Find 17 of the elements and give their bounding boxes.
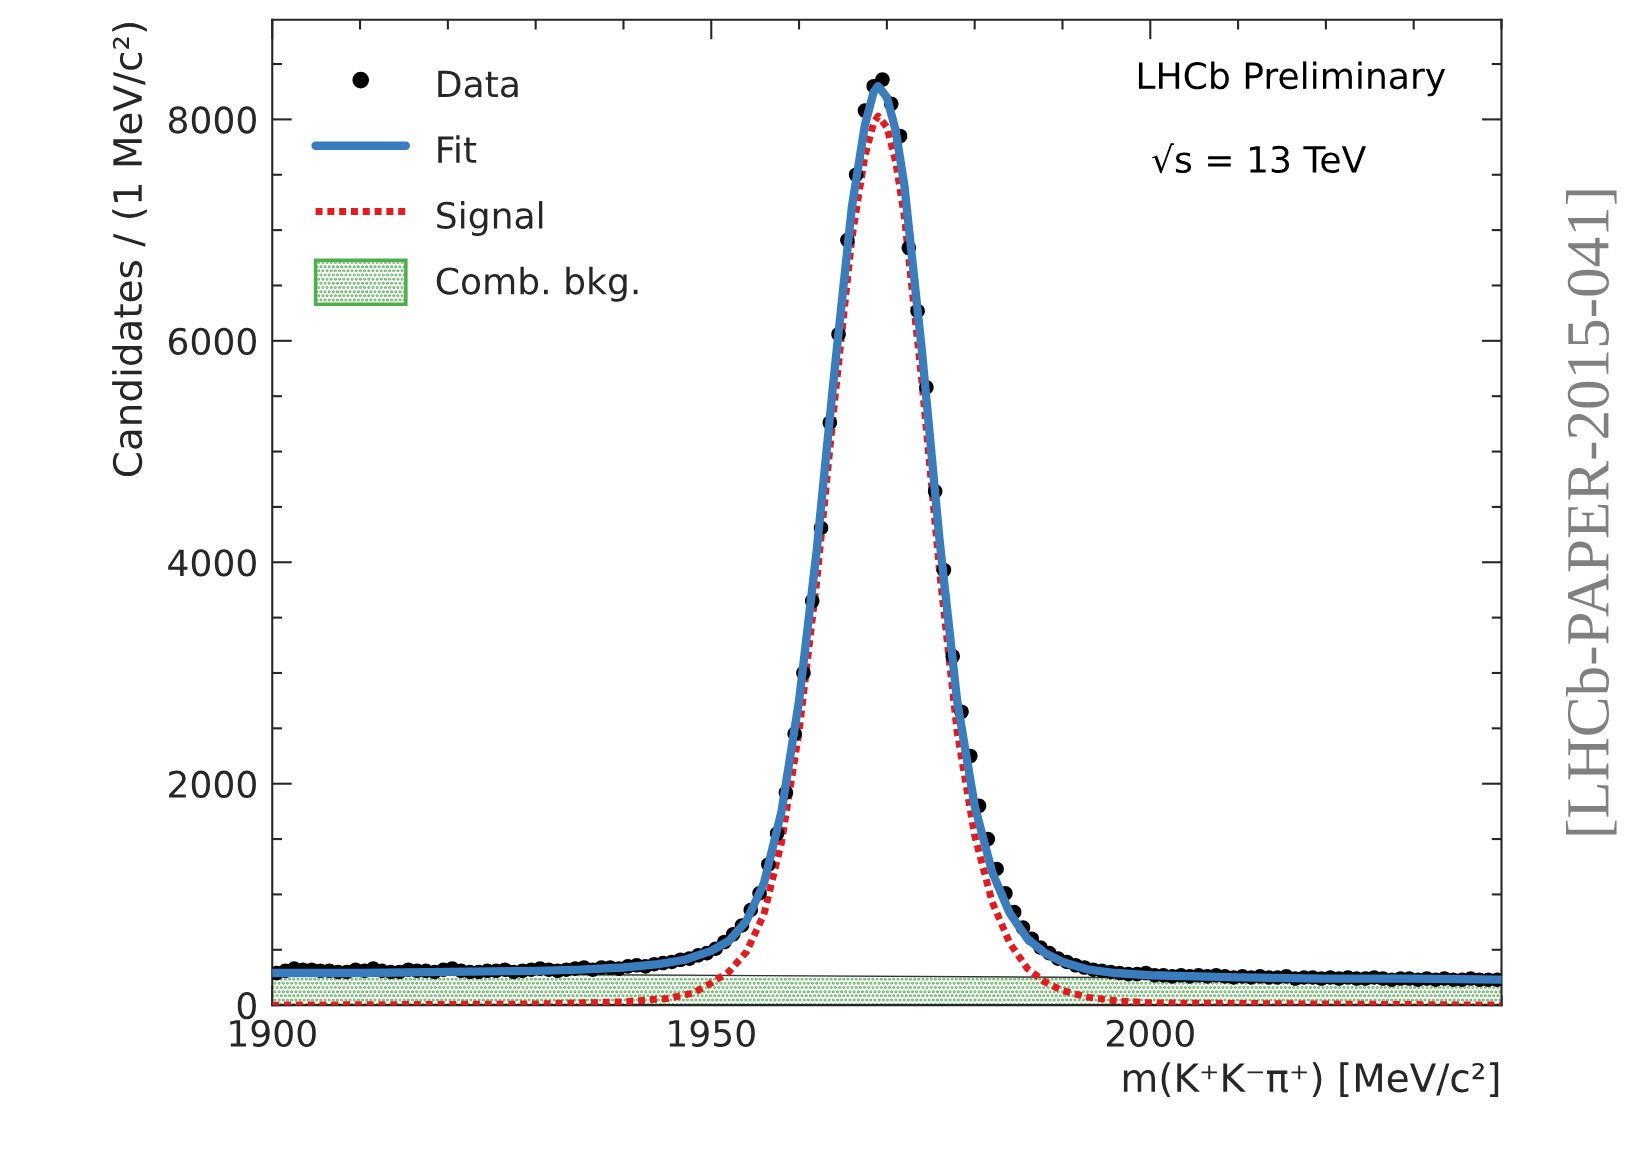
annotation: √s = 13 TeV xyxy=(1152,143,1366,174)
x-axis-title: m(K⁺K⁻π⁺) [MeV/c²] xyxy=(1123,1062,1499,1097)
legend-label: Signal xyxy=(437,201,543,236)
text: [LHCb-PAPER-2015-041] xyxy=(1565,190,1617,835)
annotation: LHCb Preliminary xyxy=(1138,61,1446,97)
x-tick-label: 1950 xyxy=(669,1019,755,1047)
y-tick-label: 4000 xyxy=(168,549,256,577)
legend-label: Data xyxy=(438,70,518,98)
y-tick-label: 0 xyxy=(237,992,256,1020)
legend-label: Comb. bkg. xyxy=(436,266,638,302)
y-tick-label: 8000 xyxy=(168,106,256,134)
x-tick-label: 2000 xyxy=(1106,1019,1194,1047)
y-tick-label: 6000 xyxy=(168,327,256,356)
y-axis-title: Candidates / (1 MeV/c²) xyxy=(112,23,147,477)
y-tick-label: 2000 xyxy=(169,770,256,798)
legend-label: Fit xyxy=(438,135,477,163)
x-tick-label: 1900 xyxy=(230,1019,316,1047)
